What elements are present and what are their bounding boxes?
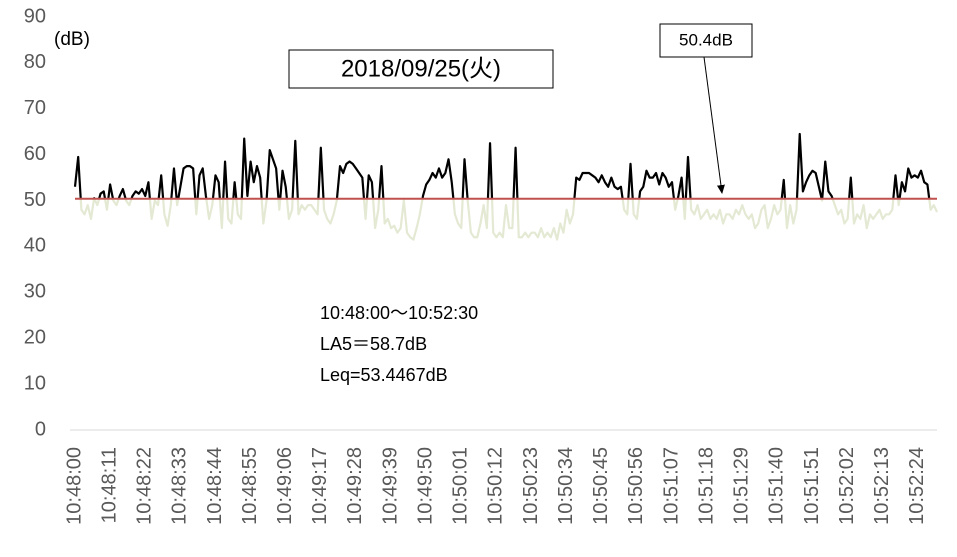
x-tick-label: 10:50:01	[450, 447, 472, 525]
x-tick-label: 10:48:55	[239, 447, 261, 525]
annotation: Leq=53.4467dB	[320, 365, 448, 385]
title-box	[288, 49, 554, 89]
x-tick-label: 10:48:00	[63, 447, 85, 525]
chart-title: 2018/09/25(火)	[341, 55, 501, 82]
y-tick-label: 80	[24, 51, 46, 73]
x-tick-label: 10:49:50	[414, 447, 436, 525]
x-tick-label: 10:51:51	[801, 447, 823, 525]
y-tick-label: 0	[35, 418, 46, 440]
x-tick-label: 10:52:02	[836, 447, 858, 525]
y-axis-label: (dB)	[54, 29, 90, 50]
x-tick-label: 10:48:44	[204, 447, 226, 525]
x-tick-label: 10:50:56	[625, 447, 647, 525]
annotation: LA5＝58.7dB	[320, 334, 427, 354]
x-tick-label: 10:52:24	[906, 447, 928, 525]
x-tick-label: 10:51:29	[731, 447, 753, 525]
callout-arrow	[703, 56, 725, 194]
callout-box	[659, 23, 753, 58]
x-tick-label: 10:49:06	[274, 447, 296, 525]
y-tick-label: 60	[24, 143, 46, 165]
y-tick-label: 70	[24, 97, 46, 119]
x-tick-label: 10:50:34	[555, 447, 577, 525]
y-tick-label: 90	[24, 5, 46, 27]
x-tick-label: 10:50:45	[590, 447, 612, 525]
x-tick-label: 10:48:22	[134, 447, 156, 525]
x-tick-label: 10:51:18	[695, 447, 717, 525]
y-tick-label: 10	[24, 372, 46, 394]
x-tick-label: 10:49:17	[309, 447, 331, 525]
y-tick-label: 20	[24, 327, 46, 349]
annotation: 10:48:00～10:52:30	[320, 303, 478, 323]
x-tick-label: 10:49:39	[379, 447, 401, 525]
x-tick-label: 10:49:28	[344, 447, 366, 525]
line-above	[73, 132, 931, 199]
x-tick-label: 10:50:12	[485, 447, 507, 525]
x-tick-label: 10:51:07	[660, 447, 682, 525]
x-tick-label: 10:52:13	[871, 447, 893, 525]
callout-label: 50.4dB	[679, 30, 733, 49]
x-tick-label: 10:50:23	[520, 447, 542, 525]
y-tick-label: 40	[24, 235, 46, 257]
line-below	[79, 198, 938, 241]
x-tick-label: 10:48:11	[98, 447, 120, 523]
y-tick-label: 30	[24, 281, 46, 303]
y-tick-label: 50	[24, 189, 46, 211]
x-tick-label: 10:48:33	[169, 447, 191, 525]
x-tick-label: 10:51:40	[766, 447, 788, 525]
